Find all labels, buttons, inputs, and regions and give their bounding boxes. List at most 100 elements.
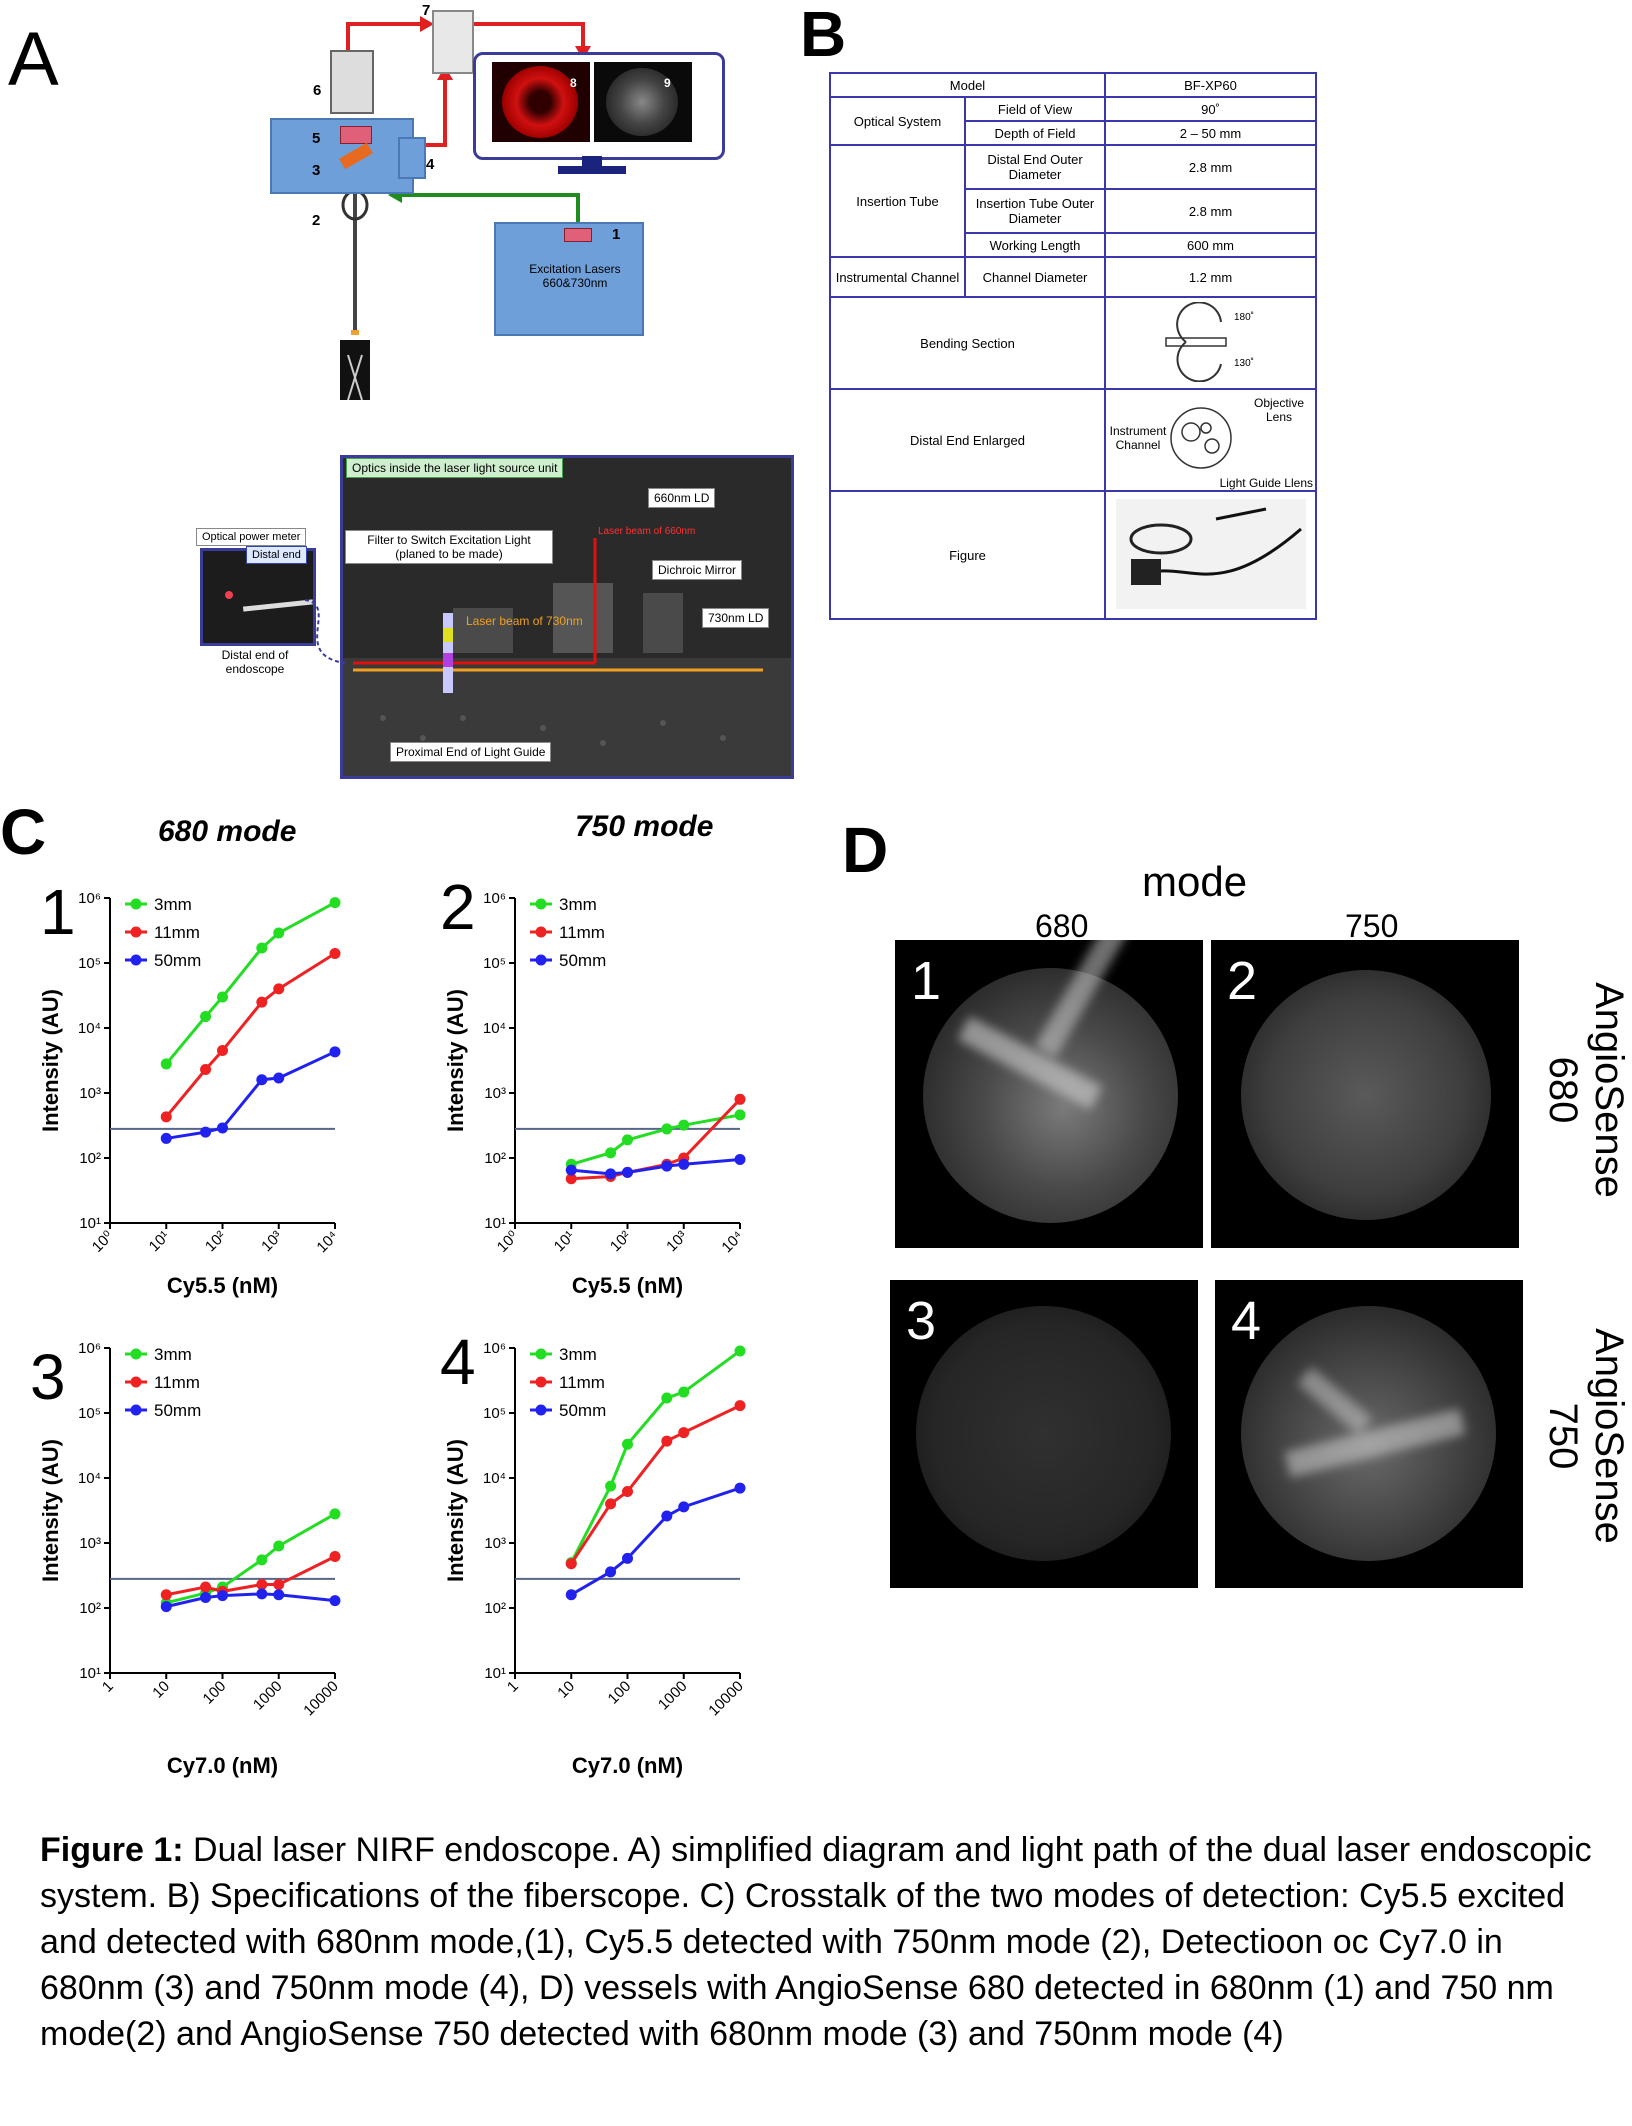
inset-connector-arrow (304, 599, 346, 664)
data-point-50mm (273, 1072, 285, 1084)
legend-label-50mm: 50mm (154, 951, 201, 970)
y-tick-label: 10² (79, 1150, 101, 1167)
legend-label-11mm: 11mm (154, 1373, 200, 1392)
y-tick-label: 10¹ (484, 1665, 506, 1682)
legend-marker-3mm (535, 1348, 547, 1360)
y-tick-label: 10⁴ (78, 1020, 101, 1037)
spec-bending-section: Bending Section (829, 296, 1106, 390)
x-tick-label: 10⁴ (718, 1228, 746, 1256)
data-point-50mm (734, 1153, 746, 1165)
bend-up-angle: 180˚ (1234, 312, 1255, 323)
series-line-11mm (165, 1555, 336, 1597)
spec-fov-value: 90˚ (1104, 96, 1317, 122)
data-point-11mm (273, 983, 285, 995)
camera-unit (330, 50, 374, 114)
data-point-50mm (329, 1046, 341, 1058)
spec-working-length: Working Length (964, 232, 1106, 258)
spec-working-length-value: 600 mm (1104, 232, 1317, 258)
y-axis-label: Intensity (AU) (443, 989, 468, 1132)
data-point-50mm (565, 1164, 577, 1176)
data-point-11mm (329, 948, 341, 960)
x-tick-label: 10¹ (551, 1228, 578, 1255)
component-number-7: 7 (422, 2, 431, 19)
data-point-50mm (256, 1074, 268, 1086)
x-axis-label: Cy5.5 (nM) (572, 1273, 683, 1298)
component-number-9: 9 (664, 76, 671, 90)
spec-model-label: Model (829, 72, 1106, 98)
data-point-50mm (565, 1589, 577, 1601)
data-point-50mm (734, 1482, 746, 1494)
chart-number-3: 3 (30, 1341, 66, 1413)
x-tick-label: 100 (200, 1678, 230, 1708)
data-point-11mm (160, 1589, 172, 1601)
data-point-50mm (200, 1126, 212, 1138)
tag-filter: Filter to Switch Excitation Light (plane… (345, 530, 553, 564)
x-tick-label: 1 (504, 1678, 522, 1696)
data-point-50mm (256, 1588, 268, 1600)
data-point-50mm (273, 1589, 285, 1601)
distal-end-inset-photo (200, 548, 316, 646)
data-point-11mm (565, 1173, 577, 1185)
spec-channel-diameter-value: 1.2 mm (1104, 256, 1317, 298)
data-point-50mm (678, 1501, 690, 1513)
data-point-50mm (622, 1166, 633, 1178)
tag-proximal-end: Proximal End of Light Guide (390, 742, 552, 762)
monitor-base (558, 166, 626, 174)
y-tick-label: 10⁶ (483, 1340, 506, 1357)
y-tick-label: 10⁶ (483, 890, 506, 907)
x-tick-label: 10⁰ (89, 1228, 117, 1256)
series-line-3mm (569, 1349, 741, 1564)
data-point-11mm (661, 1435, 673, 1447)
chart-3-680mode-cy70: 10¹ 10² 10³ 10⁴ 10⁵ 10⁶ 1 10 100 1000 10000 Cy7.0 (… (38, 1340, 342, 1778)
spec-distal-diagram-cell: Objective Lens Instrument Channel Light … (1104, 388, 1317, 492)
spec-table: Model BF-XP60 Optical System Field of Vi… (829, 72, 1317, 620)
series-line-11mm (569, 1404, 741, 1565)
optics-component-5 (340, 126, 372, 144)
image-number-2: 2 (1227, 951, 1258, 1011)
label-beam-730: Laser beam of 730nm (466, 614, 583, 628)
y-tick-label: 10² (79, 1600, 101, 1617)
y-tick-label: 10² (484, 1150, 506, 1167)
x-tick-label: 100 (605, 1678, 635, 1708)
label-light-guide-lens: Light Guide Llens (1219, 476, 1313, 490)
data-point-3mm (678, 1386, 690, 1398)
data-point-11mm (678, 1427, 690, 1439)
x-tick-label: 10¹ (146, 1228, 173, 1255)
y-tick-label: 10³ (79, 1535, 101, 1552)
data-point-3mm (622, 1134, 633, 1146)
distal-end-diagram (1170, 407, 1232, 469)
x-tick-label: 10² (607, 1228, 634, 1255)
fiberscope-photo (1115, 498, 1306, 609)
data-point-11mm (622, 1485, 633, 1497)
x-axis-label: Cy5.5 (nM) (167, 1273, 278, 1298)
monitor-stand (582, 156, 602, 166)
legend-label-11mm: 11mm (154, 923, 200, 942)
legend-label-50mm: 50mm (154, 1401, 201, 1420)
detector-unit (398, 137, 426, 179)
chart-4-750mode-cy70: 10¹ 10² 10³ 10⁴ 10⁵ 10⁶ 1 10 100 1000 10000 Cy7.0 (… (443, 1340, 747, 1778)
data-point-3mm (256, 1554, 268, 1566)
y-tick-label: 10⁵ (78, 955, 101, 972)
data-point-3mm (200, 1011, 212, 1023)
spec-optical-system: Optical System (829, 96, 966, 146)
chart-title-680-mode: 680 mode (158, 815, 297, 848)
data-point-50mm (678, 1158, 690, 1170)
y-axis-label: Intensity (AU) (443, 1439, 468, 1582)
series-line-3mm (165, 1512, 336, 1605)
data-point-11mm (217, 1045, 228, 1057)
y-tick-label: 10⁶ (78, 1340, 101, 1357)
series-line-50mm (570, 1486, 741, 1597)
chart-number-1: 1 (40, 876, 76, 948)
y-axis-label: Intensity (AU) (38, 1439, 63, 1582)
optics-photo-header: Optics inside the laser light source uni… (346, 458, 564, 478)
data-point-3mm (329, 1508, 341, 1520)
data-point-11mm (273, 1578, 285, 1590)
y-tick-label: 10⁴ (483, 1470, 506, 1487)
data-point-3mm (217, 991, 228, 1003)
y-tick-label: 10³ (484, 1535, 506, 1552)
image-number-3: 3 (906, 1291, 937, 1351)
data-point-3mm (273, 927, 285, 939)
chart-number-4: 4 (440, 1326, 476, 1398)
tag-730nm-ld: 730nm LD (702, 608, 770, 628)
